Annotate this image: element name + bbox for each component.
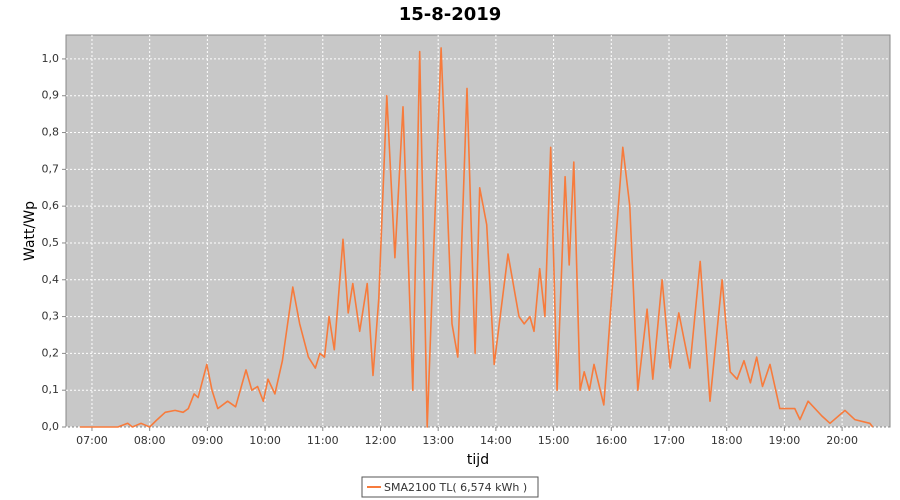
y-tick-label: 1,0 [42,52,60,65]
x-tick-label: 13:00 [422,434,454,447]
x-tick-label: 11:00 [307,434,339,447]
chart-title: 15-8-2019 [399,4,502,25]
y-tick-label: 0,6 [42,199,60,212]
y-tick-label: 0,1 [42,383,60,396]
x-tick-label: 18:00 [711,434,743,447]
x-tick-label: 14:00 [480,434,512,447]
x-tick-label: 08:00 [134,434,166,447]
x-tick-label: 09:00 [192,434,224,447]
legend-label: SMA2100 TL( 6,574 kWh ) [384,481,527,494]
y-tick-label: 0,0 [42,420,60,433]
x-axis-label: tijd [467,452,489,468]
x-tick-label: 20:00 [826,434,858,447]
y-tick-label: 0,8 [42,126,60,139]
x-tick-label: 17:00 [653,434,685,447]
x-tick-label: 16:00 [595,434,627,447]
y-tick-label: 0,7 [42,162,60,175]
y-tick-label: 0,5 [42,236,60,249]
x-tick-label: 07:00 [76,434,108,447]
x-tick-label: 10:00 [249,434,281,447]
legend-box [361,476,539,498]
y-tick-label: 0,4 [42,273,60,286]
y-tick-label: 0,9 [42,89,60,102]
x-tick-label: 12:00 [365,434,397,447]
series-line [79,47,874,428]
y-tick-label: 0,2 [42,346,60,359]
x-tick-label: 19:00 [769,434,801,447]
x-tick-label: 15:00 [538,434,570,447]
y-tick-label: 0,3 [42,310,60,323]
y-axis-label: Watt/Wp [22,201,38,261]
